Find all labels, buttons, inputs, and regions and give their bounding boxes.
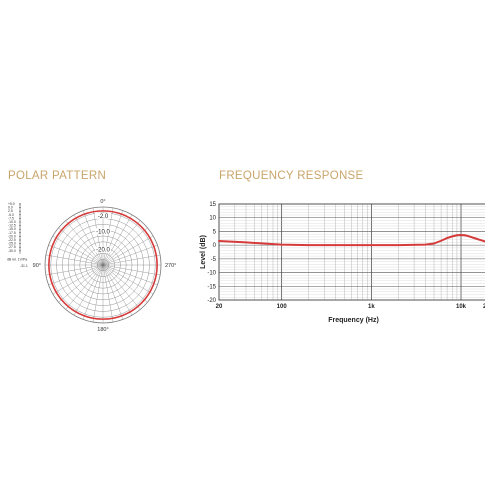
polar-spoke xyxy=(82,264,104,320)
ring-label-bg xyxy=(95,246,111,253)
ring-label-bg xyxy=(95,228,111,235)
polar-spoke xyxy=(58,227,104,266)
polar-spoke xyxy=(48,264,104,286)
polar-scale-label: -20.0 xyxy=(8,234,16,238)
polar-angle-label: 180° xyxy=(97,327,108,333)
ring-label-bg xyxy=(95,212,111,219)
freq-plot-area xyxy=(218,203,485,301)
polar-spoke xyxy=(102,227,148,266)
polar-spoke xyxy=(102,220,141,266)
polar-spoke xyxy=(102,264,141,310)
freq-y-tick-label: -15 xyxy=(207,284,216,290)
polar-spoke xyxy=(58,264,104,303)
polar-spoke xyxy=(48,244,104,266)
polar-ring-label: -10.0 xyxy=(96,229,110,235)
polar-angle-label: 270° xyxy=(165,263,176,269)
polar-ring-label: -2.0 xyxy=(98,214,109,220)
polar-spoke xyxy=(45,264,104,276)
freq-x-tick-label: 10k xyxy=(456,304,467,310)
freq-x-tick-label: 20 xyxy=(216,304,223,310)
freq-x-axis-label: Frequency (Hz) xyxy=(328,317,379,324)
freq-y-tick-label: 5 xyxy=(213,229,217,235)
polar-scale-label: -10.0 xyxy=(8,220,16,224)
polar-spoke xyxy=(102,264,161,276)
polar-scale-label: -5.0 xyxy=(8,213,14,217)
polar-scale-label: +5.0 xyxy=(8,202,15,206)
polar-spoke xyxy=(82,210,104,266)
polar-spoke xyxy=(73,214,104,266)
polar-spoke xyxy=(102,214,133,266)
polar-scale-label: -7.5 xyxy=(8,216,14,220)
freq-y-tick-label: 10 xyxy=(209,216,216,222)
polar-spoke xyxy=(92,207,104,266)
polar-spoke xyxy=(52,264,104,295)
polar-spoke xyxy=(52,235,104,266)
polar-scale-label: -17.5 xyxy=(8,231,16,235)
polar-spoke xyxy=(102,254,161,266)
polar-spoke xyxy=(102,235,154,266)
polar-spoke xyxy=(102,264,158,286)
freq-response-line xyxy=(218,233,485,247)
polar-scale-label: -25.0 xyxy=(8,242,16,246)
polar-scale-label: -27.5 xyxy=(8,245,16,249)
freq-y-axis-label: Level (dB) xyxy=(200,235,207,269)
polar-spoke xyxy=(102,244,158,266)
polar-spoke xyxy=(73,264,104,316)
polar-reference-value: -31.1 xyxy=(20,264,28,268)
freq-y-tick-label: -20 xyxy=(207,298,216,304)
polar-spoke xyxy=(102,207,114,266)
polar-spoke xyxy=(102,264,148,303)
polar-chart: -2.0 -10.0 -20.0 0° 90° 180° 270° +5.00.02.5-5.… xyxy=(7,199,176,333)
freq-y-tick-label: 0 xyxy=(213,243,217,249)
freq-x-tick-label: 1k xyxy=(368,304,375,310)
freq-y-tick-label: 15 xyxy=(209,202,216,208)
polar-spoke xyxy=(102,264,114,323)
polar-scale-label: -15.0 xyxy=(8,227,16,231)
polar-pattern-title: POLAR PATTERN xyxy=(8,170,107,182)
polar-scale-label: -30.0 xyxy=(8,249,16,253)
polar-spoke xyxy=(102,264,154,295)
polar-angle-label: 0° xyxy=(100,199,105,205)
polar-spoke xyxy=(92,264,104,323)
polar-spoke xyxy=(102,210,124,266)
polar-spoke xyxy=(65,264,104,310)
frequency-response-title: FREQUENCY RESPONSE xyxy=(219,170,364,182)
polar-spoke xyxy=(45,254,104,266)
polar-pattern-trace xyxy=(48,210,158,320)
polar-scale-label: 2.5 xyxy=(8,209,13,213)
polar-reference-unit: dB rel. 1V/Pa xyxy=(7,257,27,261)
freq-x-tick-label: 20k xyxy=(483,304,485,310)
polar-spoke xyxy=(102,264,133,316)
polar-scale-label: 0.0 xyxy=(8,206,13,210)
polar-spoke xyxy=(102,264,124,320)
polar-spoke xyxy=(65,220,104,266)
polar-scale-label: -12.5 xyxy=(8,224,16,228)
freq-x-tick-label: 100 xyxy=(277,304,288,310)
freq-y-tick-label: -5 xyxy=(211,257,217,263)
polar-scale-label: -22.5 xyxy=(8,238,16,242)
polar-angle-label: 90° xyxy=(33,263,41,269)
freq-y-tick-label: -10 xyxy=(207,271,216,277)
polar-ring-label: -20.0 xyxy=(96,248,110,254)
